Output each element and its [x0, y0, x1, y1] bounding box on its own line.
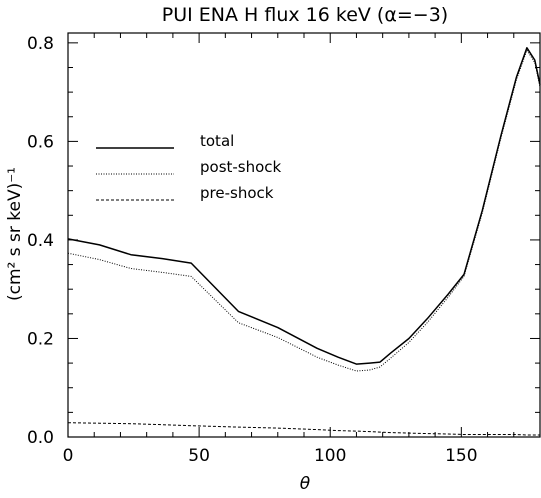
- legend: total post-shock pre-shock: [96, 132, 282, 202]
- x-axis-ticks: 0 50 100 150: [63, 33, 541, 466]
- x-tick-label: 50: [188, 446, 210, 466]
- y-axis-label: (cm² s sr keV)⁻¹: [5, 167, 25, 301]
- series-line-total: [67, 47, 541, 365]
- series-line-pre-shock: [67, 422, 540, 436]
- y-axis-ticks: 0.0 0.2 0.4 0.6 0.8: [27, 34, 540, 448]
- x-tick-label: 100: [314, 446, 346, 466]
- plot-area-border: [67, 32, 541, 438]
- legend-label: total: [200, 132, 234, 150]
- legend-label: pre-shock: [200, 184, 274, 202]
- y-tick-label: 0.4: [27, 231, 54, 251]
- y-tick-label: 0.6: [27, 132, 54, 152]
- legend-label: post-shock: [200, 158, 282, 176]
- y-tick-label: 0.8: [27, 34, 54, 54]
- y-tick-label: 0.0: [27, 428, 54, 448]
- x-axis-label: θ: [300, 474, 311, 494]
- x-tick-label: 0: [63, 446, 74, 466]
- series-line-post-shock: [67, 49, 541, 372]
- chart-title: PUI ENA H flux 16 keV (α=−3): [162, 4, 448, 26]
- series-lines: [67, 47, 541, 436]
- y-tick-label: 0.2: [27, 329, 54, 349]
- plot-frame: [67, 32, 541, 438]
- x-tick-label: 150: [445, 446, 477, 466]
